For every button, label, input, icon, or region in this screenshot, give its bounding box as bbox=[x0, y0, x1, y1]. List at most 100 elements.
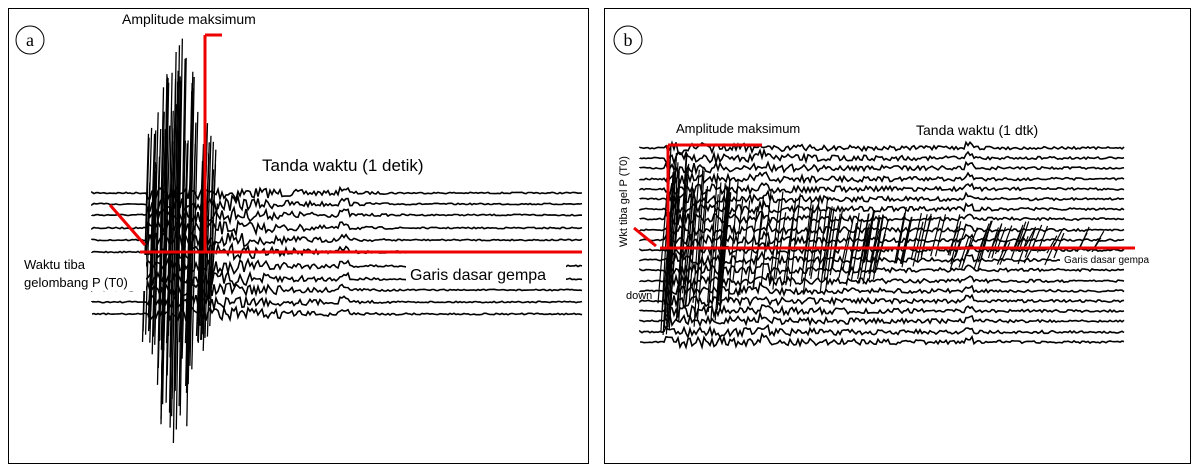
arrival-label: Waktu tiba bbox=[24, 257, 86, 272]
trace bbox=[707, 194, 719, 312]
trace bbox=[912, 221, 924, 267]
trace bbox=[676, 167, 688, 319]
trace bbox=[1053, 232, 1065, 259]
trace bbox=[899, 219, 911, 264]
trace bbox=[772, 191, 784, 290]
trace bbox=[152, 156, 161, 337]
trace bbox=[817, 196, 829, 279]
trace bbox=[187, 76, 195, 385]
trace bbox=[639, 140, 1125, 155]
trace bbox=[785, 197, 797, 286]
trace bbox=[760, 189, 772, 286]
trace bbox=[174, 80, 182, 391]
trace bbox=[1015, 229, 1027, 250]
trace bbox=[667, 162, 679, 328]
trace bbox=[848, 212, 860, 276]
trace bbox=[669, 181, 681, 319]
trace bbox=[179, 57, 187, 416]
seismogram-traces bbox=[91, 38, 1125, 444]
panel-b-frame bbox=[604, 8, 1191, 464]
time-mark-label: Tanda waktu (1 dtk) bbox=[916, 122, 1038, 138]
trace bbox=[746, 206, 759, 286]
trace bbox=[845, 222, 858, 286]
trace bbox=[977, 226, 989, 256]
trace bbox=[160, 74, 168, 425]
trace bbox=[657, 180, 669, 304]
trace bbox=[639, 160, 1125, 177]
baseline-label: Garis dasar gempa bbox=[410, 267, 546, 284]
trace bbox=[987, 227, 999, 259]
trace bbox=[639, 293, 1125, 308]
trace bbox=[639, 310, 1125, 328]
trace bbox=[165, 72, 173, 403]
trace bbox=[732, 198, 744, 283]
trace bbox=[682, 197, 694, 307]
trace bbox=[753, 195, 765, 288]
trace bbox=[91, 305, 583, 324]
trace bbox=[678, 163, 690, 322]
trace bbox=[842, 221, 854, 271]
trace bbox=[901, 216, 913, 268]
trace bbox=[823, 207, 835, 280]
trace bbox=[639, 230, 1125, 248]
trace bbox=[996, 240, 1008, 265]
trace bbox=[161, 82, 170, 405]
trace bbox=[727, 179, 739, 301]
trace bbox=[838, 230, 850, 278]
trace bbox=[930, 216, 942, 257]
trace bbox=[991, 224, 1003, 249]
trace bbox=[872, 214, 884, 273]
trace bbox=[916, 214, 928, 262]
label-bg bbox=[18, 255, 146, 291]
trace bbox=[688, 169, 700, 303]
trace bbox=[1078, 226, 1090, 251]
trace bbox=[639, 171, 1125, 185]
trace bbox=[980, 220, 992, 259]
trace bbox=[685, 200, 697, 306]
trace bbox=[639, 250, 1125, 267]
trace bbox=[949, 240, 961, 270]
trace bbox=[1017, 236, 1029, 265]
trace bbox=[696, 186, 709, 320]
trace bbox=[682, 182, 694, 294]
trace bbox=[718, 187, 730, 302]
trace bbox=[861, 218, 873, 265]
trace bbox=[639, 304, 1125, 320]
amplitude-label: Amplitude maksimum bbox=[122, 11, 256, 27]
trace bbox=[868, 230, 880, 274]
trace bbox=[191, 111, 199, 370]
amplitude-label: Amplitude maksimum bbox=[676, 121, 800, 136]
trace bbox=[789, 193, 801, 287]
arrival-arrow bbox=[633, 226, 657, 248]
trace bbox=[1046, 235, 1058, 254]
trace bbox=[1051, 229, 1063, 250]
trace bbox=[1012, 224, 1024, 251]
trace bbox=[819, 207, 831, 292]
trace bbox=[171, 70, 179, 400]
trace bbox=[206, 169, 215, 298]
trace bbox=[850, 220, 863, 281]
trace bbox=[151, 112, 159, 355]
trace bbox=[800, 201, 812, 282]
trace bbox=[639, 272, 1125, 289]
baseline-label: Garis dasar gempa bbox=[1064, 255, 1149, 266]
trace bbox=[639, 199, 1125, 217]
trace bbox=[775, 212, 787, 280]
label-bg bbox=[612, 140, 632, 250]
trace bbox=[829, 213, 841, 276]
trace bbox=[1010, 230, 1022, 260]
trace bbox=[197, 156, 205, 342]
trace bbox=[716, 186, 729, 293]
trace bbox=[157, 111, 165, 369]
trace bbox=[1025, 226, 1037, 247]
trace bbox=[639, 147, 1125, 166]
trace bbox=[824, 216, 837, 292]
trace bbox=[710, 182, 722, 321]
trace bbox=[210, 203, 219, 289]
trace bbox=[877, 218, 890, 260]
panel-label: a bbox=[26, 30, 34, 50]
trace bbox=[196, 143, 205, 325]
trace bbox=[809, 196, 821, 276]
label-bg bbox=[406, 264, 566, 284]
trace bbox=[188, 143, 196, 353]
